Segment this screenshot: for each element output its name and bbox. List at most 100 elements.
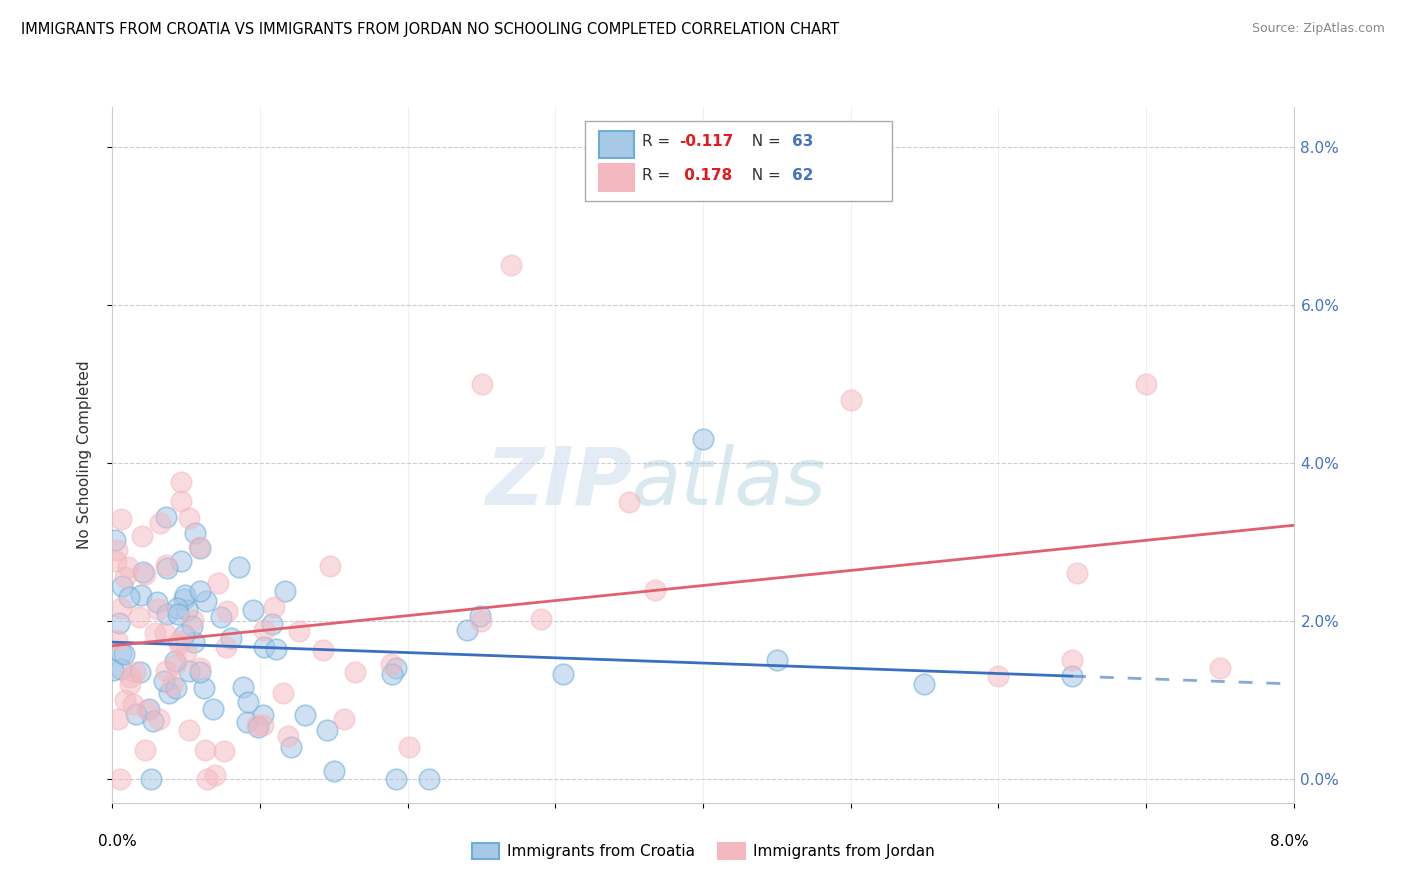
Point [263,599,285,614]
Point [153,626,176,640]
Point [271,686,294,700]
Point [138,702,160,716]
Point [501,258,523,272]
Point [146,602,169,616]
Point [169,554,191,568]
Point [155,510,177,524]
Point [247,720,270,734]
Point [288,624,311,638]
Point [1062,653,1084,667]
Point [143,626,166,640]
Point [165,653,187,667]
Point [252,718,274,732]
Point [204,768,226,782]
Point [125,707,148,722]
Point [236,715,259,730]
Point [134,743,156,757]
Point [118,670,141,684]
Point [253,624,276,638]
Text: R =: R = [641,135,675,149]
Point [118,677,141,691]
Point [242,603,264,617]
Point [215,604,238,618]
Point [173,628,195,642]
Point [167,633,190,648]
Point [195,594,218,608]
Point [153,673,176,688]
Point [122,697,145,711]
Point [188,541,211,555]
Point [160,678,183,692]
Point [183,526,205,541]
Point [188,661,211,675]
Point [232,680,254,694]
Point [177,511,200,525]
Text: 63: 63 [792,135,813,149]
Point [179,664,201,678]
Point [114,693,136,707]
Text: R =: R = [641,168,675,183]
Point [176,603,198,617]
Point [471,376,494,391]
Point [165,657,187,671]
Point [170,494,193,508]
Point [914,677,936,691]
Text: 62: 62 [792,168,813,183]
Point [179,723,201,738]
Point [142,714,165,729]
Point [692,432,714,446]
Point [333,712,356,726]
Text: 0.178: 0.178 [679,168,733,183]
Point [155,664,177,678]
Point [385,772,408,786]
Point [139,772,162,786]
Point [136,703,159,717]
Point [156,607,179,622]
Point [105,554,128,568]
Point [266,641,288,656]
Point [245,718,267,732]
Point [319,558,342,573]
Text: -0.117: -0.117 [679,135,734,149]
Text: atlas: atlas [633,443,827,522]
Point [181,613,204,627]
Text: ZIP: ZIP [485,443,633,522]
Point [312,642,335,657]
Point [468,608,491,623]
Point [118,591,141,605]
Point [105,543,128,558]
Text: Source: ZipAtlas.com: Source: ZipAtlas.com [1251,22,1385,36]
Point [112,647,135,661]
Point [987,669,1010,683]
Point [128,665,150,680]
Point [188,584,211,599]
Point [277,729,299,743]
Point [167,607,190,622]
Point [323,764,346,779]
Point [148,712,170,726]
Point [108,772,131,786]
Point [344,665,367,680]
Bar [599,164,634,191]
Point [170,475,193,490]
Point [1062,669,1084,683]
Point [117,560,139,574]
Point [110,662,132,676]
Point [194,743,217,757]
Point [149,516,172,530]
Point [1208,661,1232,675]
Point [316,723,339,738]
Point [644,583,666,598]
Point [129,588,152,602]
Point [181,619,204,633]
Point [252,708,274,723]
Y-axis label: No Schooling Completed: No Schooling Completed [77,360,91,549]
Point [157,685,180,699]
Point [134,567,156,582]
Text: IMMIGRANTS FROM CROATIA VS IMMIGRANTS FROM JORDAN NO SCHOOLING COMPLETED CORRELA: IMMIGRANTS FROM CROATIA VS IMMIGRANTS FR… [21,22,839,37]
Point [765,653,787,667]
Point [188,665,211,679]
Point [108,616,131,631]
Point [107,712,129,726]
Point [456,623,478,637]
